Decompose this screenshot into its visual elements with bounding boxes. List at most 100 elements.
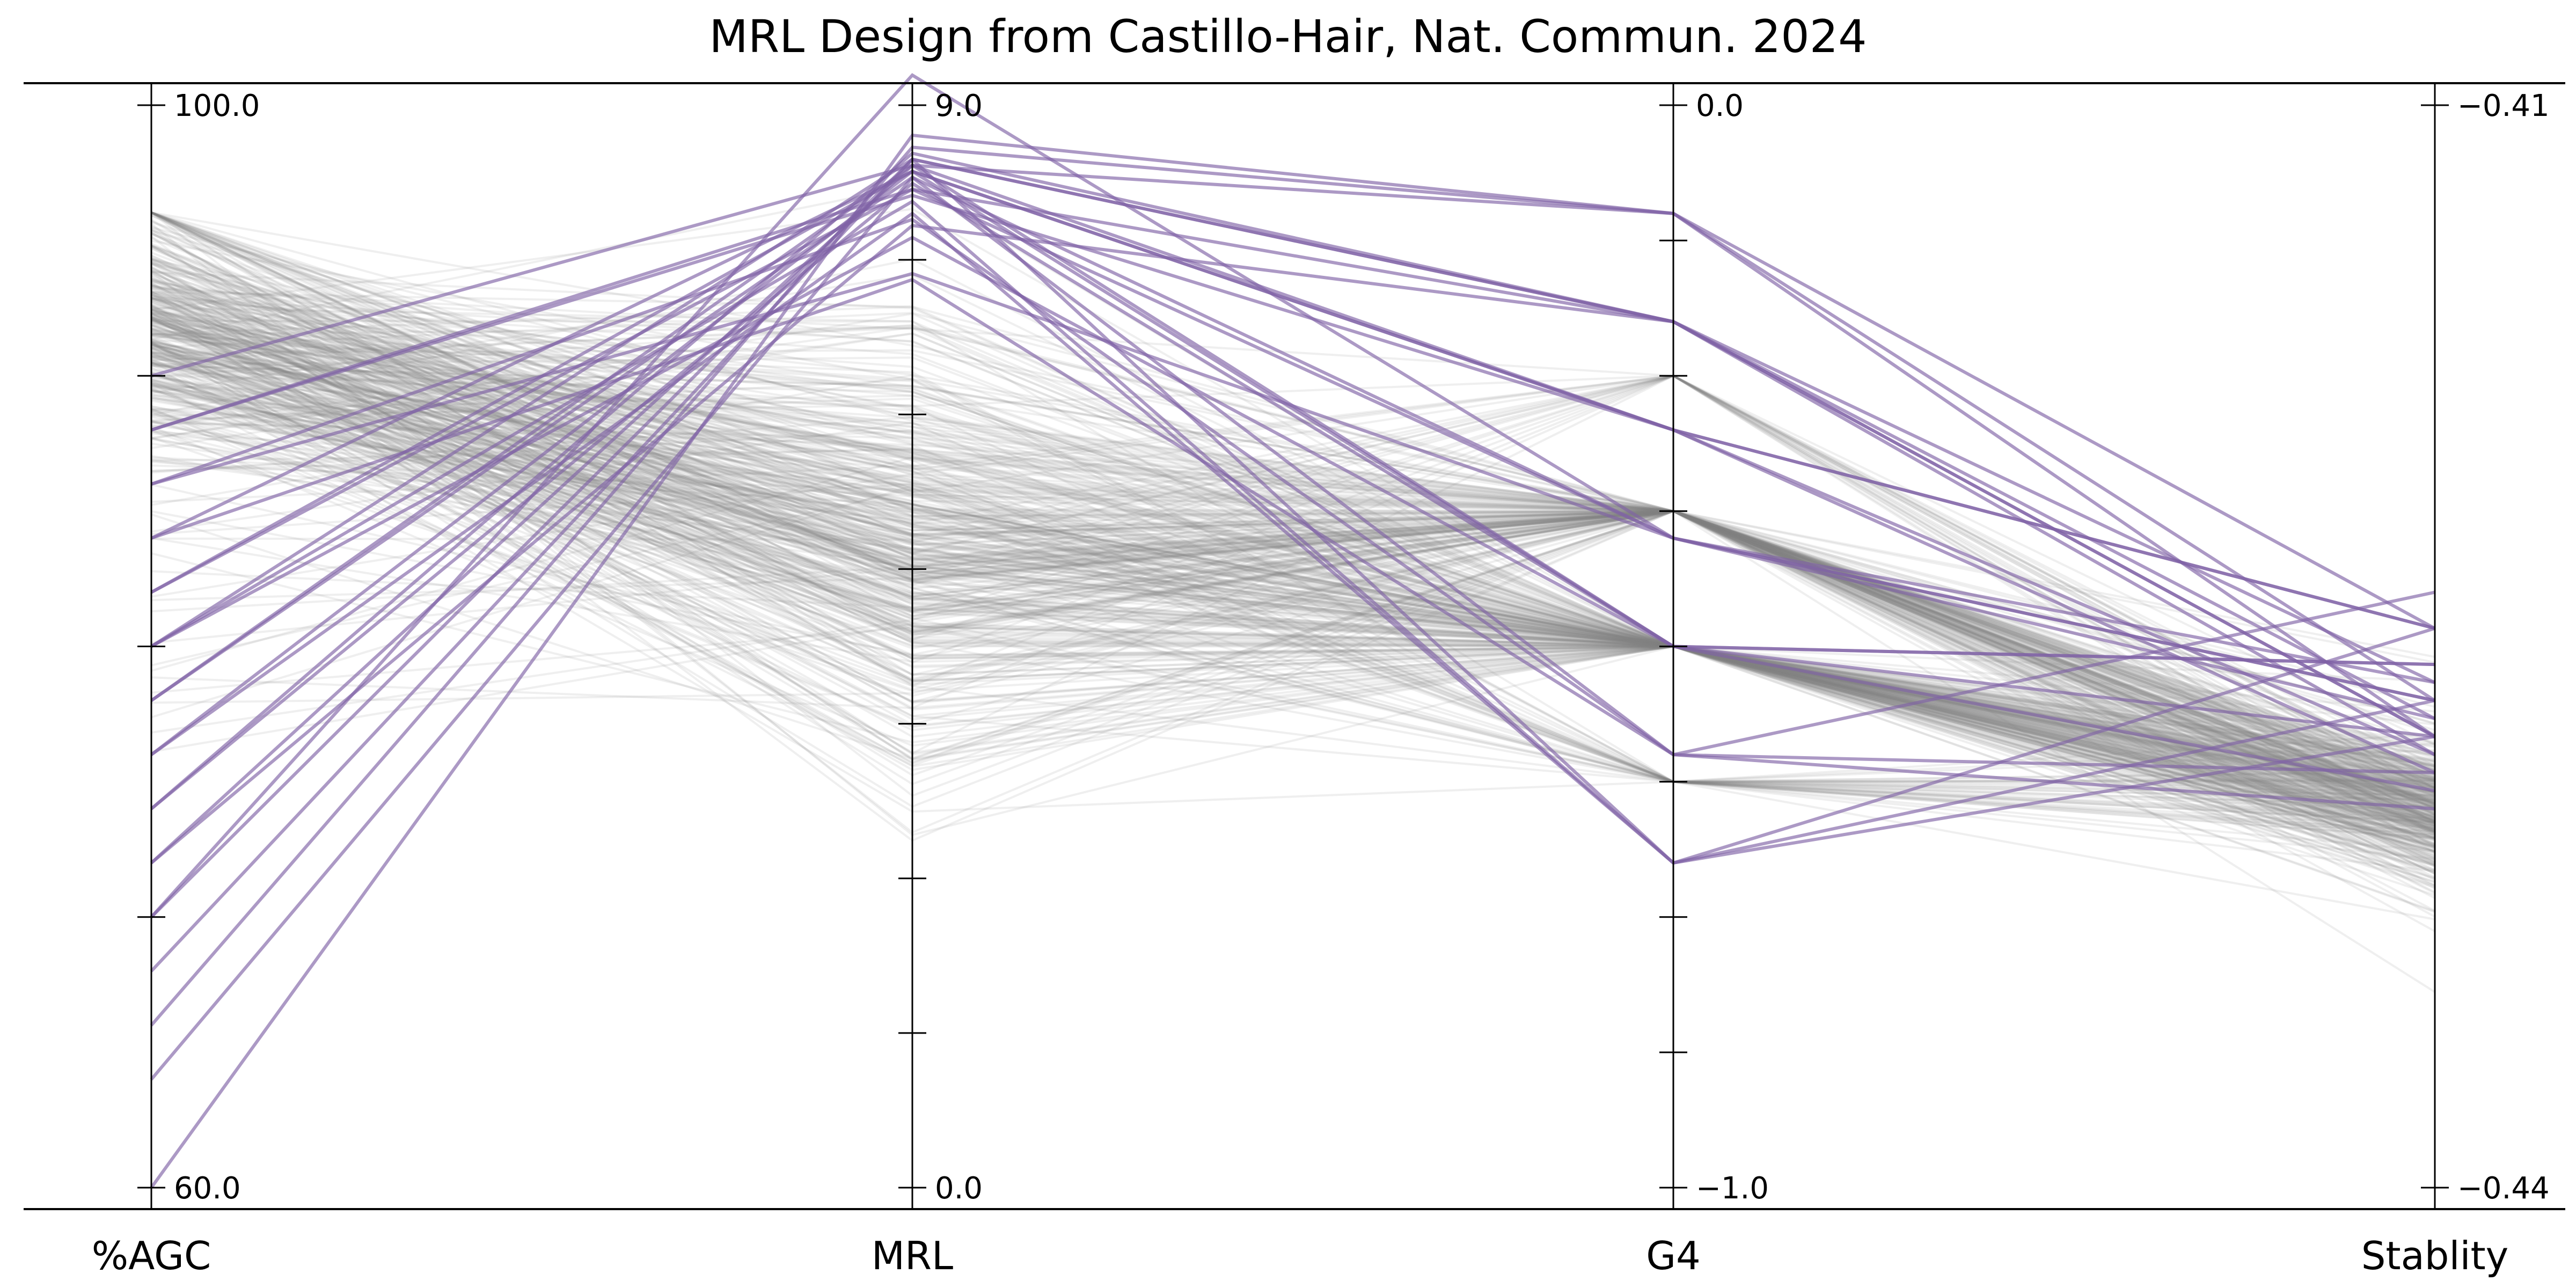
background-series-line xyxy=(151,237,2435,778)
axis-min-label: 60.0 xyxy=(174,1171,241,1206)
background-series-line xyxy=(151,367,2435,801)
background-series-line xyxy=(151,211,2435,783)
background-series-line xyxy=(151,211,2435,823)
highlighted-series-line xyxy=(150,151,2436,810)
background-series-line xyxy=(151,317,2435,753)
background-series-line xyxy=(151,342,2435,830)
background-series-line xyxy=(151,293,2435,809)
highlighted-series-line xyxy=(150,145,2436,1027)
background-series-line xyxy=(151,419,2435,831)
background-series-line xyxy=(151,262,2435,867)
background-series-line xyxy=(151,281,2435,781)
background-series-line xyxy=(151,338,2435,840)
background-series-line xyxy=(151,211,2435,808)
background-series-line xyxy=(151,409,2435,828)
background-series-line xyxy=(151,312,2435,858)
axis-min-label: −0.44 xyxy=(2457,1171,2550,1206)
background-series-line xyxy=(151,293,2435,879)
background-series-line xyxy=(151,211,2435,826)
background-series-line xyxy=(151,271,2435,827)
background-series-line xyxy=(151,482,2435,866)
background-series-line xyxy=(151,263,2435,887)
background-series-line xyxy=(151,312,2435,784)
background-series-line xyxy=(151,258,2435,816)
background-series-line xyxy=(151,307,2435,860)
axis-name-label: Stablity xyxy=(2361,1233,2509,1278)
background-series-line xyxy=(151,229,2436,993)
background-series-line xyxy=(151,260,2435,779)
background-series-line xyxy=(151,379,2435,782)
background-series-line xyxy=(151,211,2435,846)
background-series-line xyxy=(151,258,2435,843)
background-series-line xyxy=(151,318,2435,769)
highlighted-series-line xyxy=(150,236,2435,793)
background-series-line xyxy=(151,464,2435,792)
background-series-line xyxy=(151,334,2435,788)
background-series-line xyxy=(151,311,2435,833)
background-series-line xyxy=(151,296,2435,840)
highlighted-series-line xyxy=(151,272,2435,684)
background-series-line xyxy=(151,324,2435,756)
background-series-line xyxy=(151,208,2435,862)
background-series-line xyxy=(150,259,2435,826)
background-series-line xyxy=(151,290,2435,867)
background-series-line xyxy=(151,297,2435,819)
background-series-line xyxy=(151,294,2435,790)
background-series-line xyxy=(151,326,2435,830)
background-series-line xyxy=(151,429,2435,761)
background-series-line xyxy=(151,266,2435,799)
background-series-line xyxy=(151,323,2435,852)
background-series-line xyxy=(151,291,2435,816)
background-series-line xyxy=(151,351,2435,852)
background-series-line xyxy=(151,333,2435,873)
background-series-line xyxy=(151,211,2435,806)
background-series-line xyxy=(151,333,2435,824)
background-series-line xyxy=(151,368,2435,816)
background-series-line xyxy=(151,211,2435,781)
axis-max-label: 0.0 xyxy=(1696,89,1744,123)
background-series-line xyxy=(150,211,2435,830)
background-series-line xyxy=(151,399,2435,783)
background-series-line xyxy=(151,327,2435,792)
axis-max-label: −0.41 xyxy=(2457,89,2550,123)
background-series-line xyxy=(151,344,2435,768)
background-series-line xyxy=(151,348,2435,725)
highlighted-series-line xyxy=(150,170,2435,630)
highlighted-series-line xyxy=(151,217,2435,774)
background-series-line xyxy=(151,552,2435,825)
background-series-line xyxy=(151,405,2435,811)
background-series-line xyxy=(151,510,2435,912)
background-series-line xyxy=(151,422,2435,787)
background-series-line xyxy=(151,275,2435,850)
background-series-line xyxy=(151,286,2435,815)
background-series-line xyxy=(151,284,2435,789)
background-series-line xyxy=(151,257,2435,831)
background-series-line xyxy=(150,261,2435,799)
background-series-line xyxy=(151,342,2435,841)
background-series-line xyxy=(151,449,2435,702)
background-series-line xyxy=(151,322,2435,763)
background-series-line xyxy=(151,348,2435,762)
background-series-line xyxy=(151,296,2435,803)
background-series-line xyxy=(151,316,2435,826)
background-series-line xyxy=(150,303,2435,827)
background-series-line xyxy=(151,388,2435,810)
background-series-line xyxy=(151,318,2435,797)
background-series-line xyxy=(151,313,2435,824)
background-series-line xyxy=(151,342,2435,807)
background-series-line xyxy=(151,211,2435,774)
background-series-line xyxy=(150,271,2435,854)
background-series-line xyxy=(151,373,2435,777)
background-series-line xyxy=(151,267,2435,809)
background-series-line xyxy=(150,293,2436,837)
background-series-line xyxy=(151,411,2435,821)
background-series-line xyxy=(151,371,2435,854)
background-series-line xyxy=(151,374,2435,816)
background-series-line xyxy=(151,316,2435,871)
background-series-line xyxy=(151,245,2435,887)
background-series-line xyxy=(151,438,2435,793)
axis-max-label: 100.0 xyxy=(174,89,260,123)
background-series-line xyxy=(151,357,2435,822)
axis-name-label: MRL xyxy=(872,1233,953,1278)
